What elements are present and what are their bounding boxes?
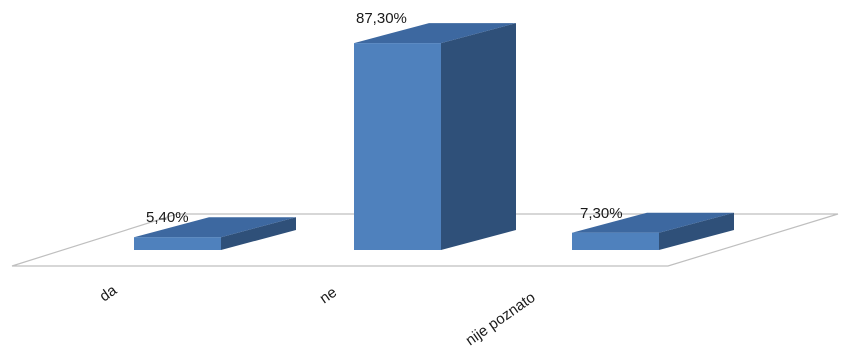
floor-plane — [11, 213, 839, 267]
bars-group — [134, 23, 734, 251]
bar-ne — [354, 23, 516, 251]
bar-front-da — [134, 237, 221, 250]
bar-top-nije-poznato — [572, 212, 734, 233]
bar-front-nije-poznato — [572, 232, 659, 250]
chart-floor — [11, 213, 839, 267]
bar-nije-poznato — [572, 212, 734, 250]
category-label-nije-poznato: nije poznato — [463, 289, 539, 349]
bar-top-da — [134, 217, 296, 238]
bar-side-da — [221, 217, 296, 250]
category-label-ne: ne — [317, 284, 340, 307]
data-label-ne: 87,30% — [356, 10, 407, 27]
bar-da — [134, 217, 296, 250]
bar-side-ne — [441, 23, 516, 251]
bar-top-ne — [354, 23, 516, 44]
bar-side-nije-poznato — [659, 212, 734, 250]
category-label-da: da — [97, 281, 121, 305]
bar-front-ne — [354, 43, 441, 250]
data-label-nije-poznato: 7,30% — [580, 205, 623, 222]
data-label-da: 5,40% — [146, 209, 189, 226]
